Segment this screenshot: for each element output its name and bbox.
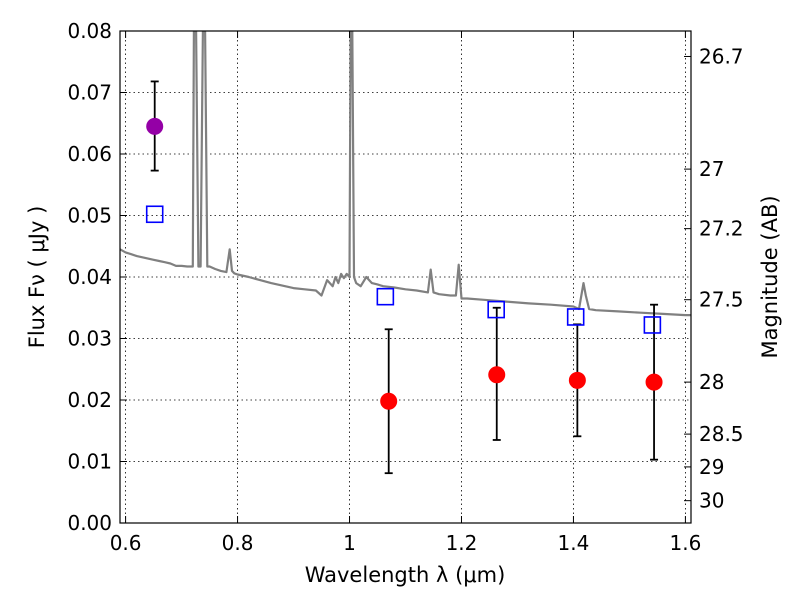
y-tick-label: 0.00 [67,511,112,535]
spectrum-line [120,31,691,317]
x-tick-label: 1.2 [446,531,478,555]
y-tick-label: 0.08 [67,19,112,43]
y2-axis-label: Magnitude (AB) [758,195,782,358]
data-point [380,392,398,410]
y2-tick-label: 29 [699,455,724,479]
y2-tick-label: 26.7 [699,44,744,68]
data-point [146,117,164,135]
y2-tick-label: 27.2 [699,217,744,241]
plot-area [120,31,691,475]
data-point [645,373,663,391]
x-tick-label: 1 [343,531,356,555]
x-tick-label: 0.6 [110,531,142,555]
y2-tick-label: 27 [699,157,724,181]
model-point [487,300,505,319]
x-tick-label: 0.8 [222,531,254,555]
y-axis-label: Flux Fν ( μJy ) [25,206,49,349]
y-tick-label: 0.06 [67,142,112,166]
y2-tick-label: 27.5 [699,288,744,312]
data-point [488,366,506,384]
model-point [145,205,164,224]
x-tick-label: 1.6 [669,531,701,555]
y-tick-label: 0.01 [67,450,112,474]
y2-tick-label: 30 [699,489,724,513]
y2-tick-label: 28 [699,370,724,394]
y-tick-label: 0.03 [67,327,112,351]
ticks: 0.6 0.8 1 1.2 1.4 1.6 0.00 0.01 0.02 0.03 0.04 0.05… [67,19,743,555]
y-tick-label: 0.02 [67,388,112,412]
model-point [566,308,585,326]
y-tick-label: 0.07 [67,81,112,105]
x-tick-label: 1.4 [558,531,590,555]
model-point [376,287,395,306]
y2-tick-label: 28.5 [699,422,744,446]
y-tick-label: 0.05 [67,204,112,228]
model-point [643,316,662,334]
data-point [568,371,586,389]
y-tick-label: 0.04 [67,265,112,289]
x-axis-label: Wavelength λ (μm) [305,563,506,587]
